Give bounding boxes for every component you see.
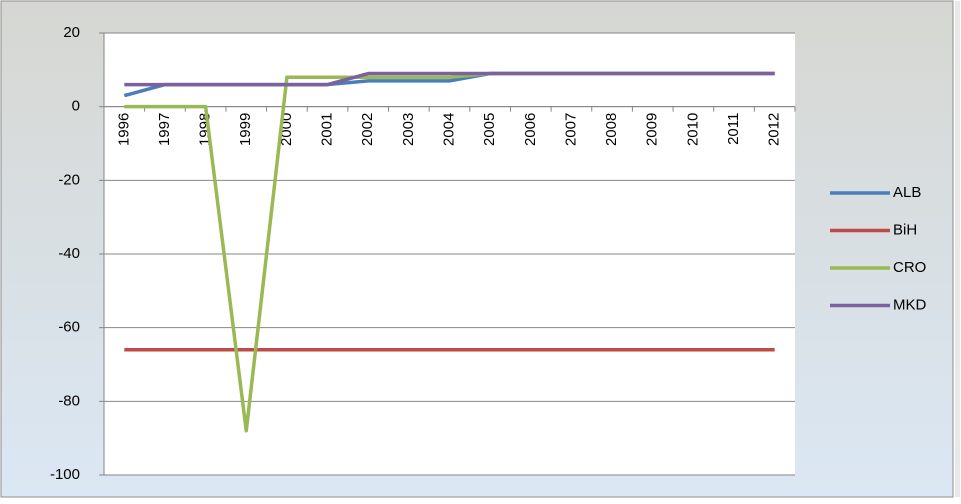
- x-tick-label: 1997: [156, 113, 173, 146]
- legend-label: CRO: [893, 259, 926, 276]
- x-tick-label: 2011: [725, 113, 742, 145]
- x-tick-label: 2007: [562, 113, 579, 146]
- x-tick-label: 2004: [440, 113, 457, 146]
- y-tick-label: -100: [50, 466, 80, 483]
- legend-label: ALB: [893, 184, 921, 201]
- x-tick-label: 2008: [603, 113, 620, 146]
- x-tick-label: 2010: [684, 113, 701, 146]
- y-tick-label: -20: [58, 171, 80, 188]
- y-tick-label: 0: [72, 98, 80, 115]
- x-tick-label: 2005: [481, 113, 498, 146]
- x-tick-label: 2012: [766, 113, 783, 146]
- legend-label: BiH: [893, 221, 917, 238]
- edge: [955, 1, 960, 497]
- y-tick-label: 20: [63, 24, 80, 41]
- legend-label: MKD: [893, 296, 927, 313]
- series-line: [124, 71, 775, 87]
- x-tick-label: 1999: [237, 113, 254, 146]
- y-tick-label: -80: [58, 392, 80, 409]
- x-tick-label: 1996: [115, 113, 132, 146]
- x-tick-label: 2003: [400, 113, 417, 146]
- x-tick-label: 2009: [644, 113, 661, 146]
- y-tick-label: -60: [58, 319, 80, 336]
- x-tick-label: 2006: [522, 113, 539, 146]
- x-tick-label: 2001: [319, 113, 336, 146]
- y-tick-label: -40: [58, 245, 80, 262]
- x-tick-label: 2002: [359, 113, 376, 146]
